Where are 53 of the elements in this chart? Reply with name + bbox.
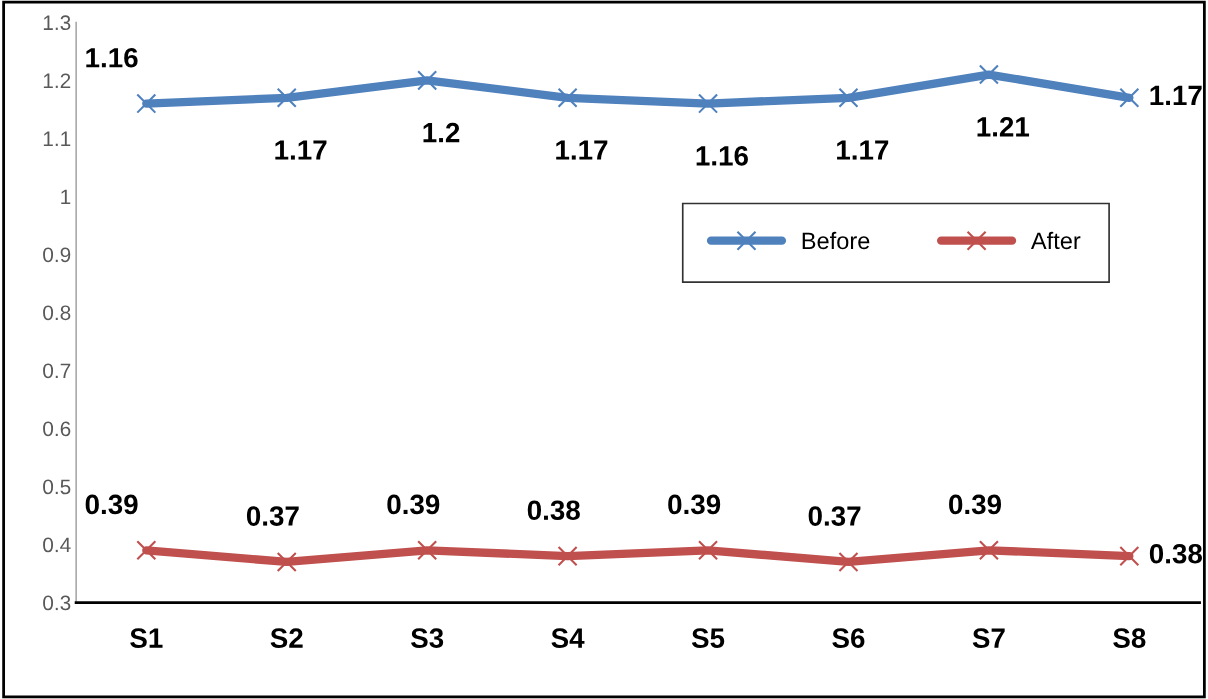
- x-tick-label: S5: [691, 628, 725, 648]
- point: [557, 546, 578, 567]
- y-tick-label: 1.1: [43, 131, 71, 146]
- data-label: 0.39: [85, 494, 138, 515]
- data-label: 1.17: [556, 140, 608, 160]
- point: [276, 551, 297, 572]
- point: [978, 540, 999, 561]
- y-tick-label: 0.5: [43, 479, 71, 495]
- x-tick-label: S4: [551, 628, 585, 648]
- point: [1119, 546, 1140, 567]
- x-tick-label: S7: [972, 628, 1005, 648]
- x-tick-label: S2: [270, 628, 303, 648]
- data-label: 1.17: [1150, 85, 1202, 105]
- data-label: 1.17: [275, 140, 327, 160]
- y-tick-label: 0.9: [43, 247, 71, 263]
- data-label: 0.38: [1149, 543, 1202, 564]
- point: [838, 551, 859, 572]
- data-label: 0.38: [527, 500, 580, 521]
- legend-label: Before: [802, 231, 870, 250]
- data-label: 0.39: [387, 494, 440, 515]
- point: [136, 540, 157, 561]
- data-label: 1.16: [696, 145, 748, 166]
- data-label: 1.2: [423, 122, 460, 143]
- data-label: 0.37: [246, 506, 299, 526]
- y-tick-label: 1.3: [43, 15, 71, 31]
- point: [978, 64, 999, 85]
- y-tick-label: 0.4: [43, 537, 71, 553]
- point: [276, 87, 297, 108]
- y-tick-label: 0.6: [43, 421, 71, 437]
- x-tick-label: S8: [1113, 628, 1146, 648]
- point: [697, 93, 719, 114]
- point: [697, 540, 719, 561]
- data-label: 1.17: [837, 140, 889, 160]
- x-tick-label: S6: [832, 628, 865, 648]
- y-tick-label: 0.7: [43, 363, 71, 379]
- point: [417, 540, 438, 561]
- x-tick-label: S3: [410, 628, 444, 648]
- data-label: 0.37: [808, 506, 861, 526]
- data-label: 1.16: [86, 47, 138, 68]
- y-tick-label: 0.8: [43, 305, 71, 321]
- point: [1119, 87, 1140, 108]
- data-label: 1.21: [977, 116, 1030, 137]
- point: [136, 93, 157, 114]
- legend-label: After: [1030, 231, 1081, 250]
- point: [417, 70, 438, 91]
- data-label: 0.39: [668, 494, 721, 515]
- point: [557, 87, 578, 108]
- y-tick-label: 1: [61, 189, 71, 204]
- x-tick-label: S1: [130, 628, 163, 648]
- data-label: 0.39: [949, 494, 1002, 515]
- y-tick-label: 0.3: [43, 595, 71, 611]
- y-tick-label: 1.2: [43, 73, 71, 88]
- point: [838, 87, 859, 108]
